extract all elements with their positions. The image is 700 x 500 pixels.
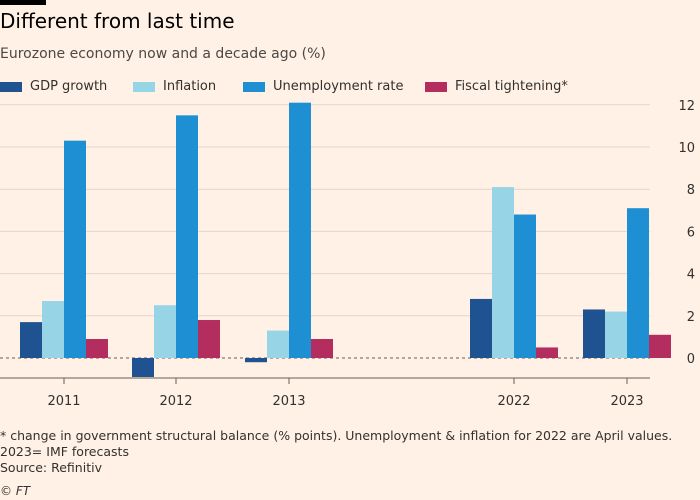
- legend-item-inflation: Inflation: [133, 79, 216, 94]
- chart-title: Different from last time: [0, 9, 235, 33]
- legend-item-unemployment-rate: Unemployment rate: [243, 79, 403, 94]
- bar-fiscal-tightening-2022: [536, 347, 558, 358]
- bar-unemployment-rate-2012: [176, 115, 198, 358]
- y-tick-label: 6: [687, 225, 695, 240]
- chart-legend: GDP growth Inflation Unemployment rate F…: [0, 79, 700, 97]
- x-tick-label: 2023: [610, 394, 643, 409]
- y-tick-label: 12: [678, 99, 695, 114]
- source-line: Source: Refinitiv: [0, 460, 102, 475]
- bar-unemployment-rate-2023: [627, 208, 649, 358]
- bar-gdp-growth-2023: [583, 309, 605, 358]
- bar-unemployment-rate-2011: [64, 140, 86, 358]
- legend-item-gdp-growth: GDP growth: [0, 79, 107, 94]
- bar-inflation-2023: [605, 311, 627, 358]
- bar-gdp-growth-2013: [245, 358, 267, 363]
- legend-swatch-inflation: [133, 81, 155, 92]
- footnote-line: 2023= IMF forecasts: [0, 444, 129, 459]
- legend-swatch-unemployment-rate: [243, 81, 265, 92]
- footnote-line: * change in government structural balanc…: [0, 428, 673, 443]
- x-tick-label: 2011: [47, 394, 80, 409]
- bar-inflation-2012: [154, 305, 176, 358]
- bar-gdp-growth-2011: [20, 322, 42, 358]
- bar-fiscal-tightening-2012: [198, 320, 220, 358]
- bar-gdp-growth-2022: [470, 298, 492, 358]
- chart-subtitle: Eurozone economy now and a decade ago (%…: [0, 46, 326, 62]
- bar-unemployment-rate-2022: [514, 214, 536, 358]
- bar-unemployment-rate-2013: [289, 102, 311, 358]
- x-tick-label: 2013: [272, 394, 305, 409]
- ft-credit: © FT: [0, 484, 31, 498]
- bar-gdp-growth-2012: [132, 358, 154, 377]
- bar-inflation-2011: [42, 301, 64, 358]
- legend-label-unemployment-rate: Unemployment rate: [273, 79, 404, 94]
- bar-chart: 0 2 4 6 8 10 12 2011 2012 2013 2022 2023: [0, 99, 695, 409]
- y-tick-label: 2: [687, 310, 695, 325]
- footnote-block: * change in government structural balanc…: [0, 428, 672, 476]
- legend-label-inflation: Inflation: [163, 79, 217, 94]
- bar-fiscal-tightening-2011: [86, 339, 108, 358]
- x-tick-label: 2022: [497, 394, 530, 409]
- bar-fiscal-tightening-2013: [311, 339, 333, 358]
- x-tick-label: 2012: [159, 394, 192, 409]
- legend-swatch-fiscal-tightening: [425, 81, 447, 92]
- ft-top-bar: [0, 0, 46, 5]
- legend-swatch-gdp-growth: [0, 81, 22, 92]
- y-tick-label: 4: [687, 268, 695, 283]
- legend-label-gdp-growth: GDP growth: [30, 79, 108, 94]
- bar-inflation-2013: [267, 330, 289, 358]
- y-tick-label: 10: [678, 141, 695, 156]
- legend-item-fiscal-tightening: Fiscal tightening*: [425, 79, 568, 94]
- y-tick-label: 0: [687, 352, 695, 367]
- bar-fiscal-tightening-2023: [649, 334, 671, 358]
- bar-inflation-2022: [492, 187, 514, 358]
- y-tick-label: 8: [687, 183, 695, 198]
- legend-label-fiscal-tightening: Fiscal tightening*: [455, 79, 568, 94]
